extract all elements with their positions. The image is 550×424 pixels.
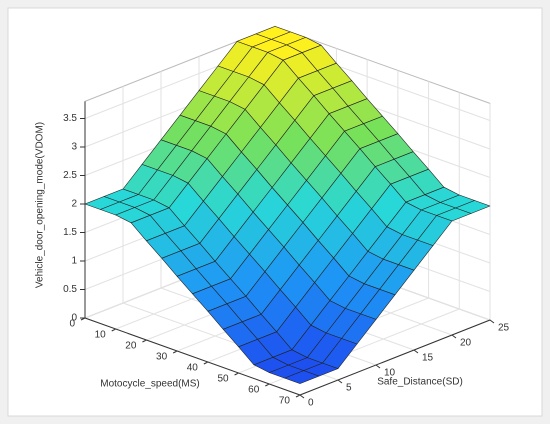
y-tick: [375, 364, 381, 369]
z-tick-label: 2: [71, 199, 77, 210]
x-tick-label: 60: [248, 385, 260, 396]
z-tick-label: 3: [71, 142, 77, 153]
x-tick: [142, 339, 147, 343]
y-axis-label: Safe_Distance(SD): [377, 377, 463, 388]
y-tick-label: 15: [422, 353, 434, 364]
x-tick: [234, 372, 239, 376]
x-tick: [80, 317, 86, 321]
z-tick-label: 1.5: [63, 227, 77, 238]
z-tick-label: 2.5: [63, 170, 77, 181]
y-tick-label: 5: [346, 383, 352, 394]
x-tick-label: 40: [187, 363, 199, 374]
y-tick: [489, 319, 495, 324]
y-tick-label: 0: [308, 398, 314, 409]
z-tick-label: 0: [71, 313, 77, 324]
x-tick-label: 20: [125, 341, 137, 352]
y-tick: [299, 394, 305, 399]
y-tick-label: 20: [460, 338, 472, 349]
x-tick-label: 10: [95, 330, 107, 341]
z-axis-label: Vehicle_door_opening_mode(VDOM): [35, 122, 46, 288]
y-tick: [337, 379, 343, 384]
y-tick: [413, 349, 419, 354]
x-tick: [295, 394, 301, 398]
surface: [84, 26, 491, 384]
x-tick: [172, 350, 178, 354]
x-tick-label: 50: [217, 374, 229, 385]
x-tick: [265, 383, 270, 387]
y-tick: [451, 334, 457, 339]
y-tick-label: 10: [384, 368, 396, 379]
z-tick-label: 3.5: [63, 113, 77, 124]
x-tick: [111, 328, 116, 332]
surface-patch: [284, 370, 320, 384]
x-axis-label: Motocycle_speed(MS): [100, 379, 199, 390]
axis-labels: Motocycle_speed(MS) Safe_Distance(SD) Ve…: [35, 122, 463, 390]
axis-line: [84, 317, 301, 396]
x-tick: [203, 361, 209, 365]
y-tick-label: 25: [498, 323, 510, 334]
axis-line: [299, 319, 491, 396]
x-tick-label: 0: [69, 319, 75, 330]
x-tick-label: 30: [156, 352, 168, 363]
z-tick-label: 0.5: [63, 284, 77, 295]
z-tick-label: 1: [71, 256, 77, 267]
x-tick-label: 70: [279, 396, 291, 407]
